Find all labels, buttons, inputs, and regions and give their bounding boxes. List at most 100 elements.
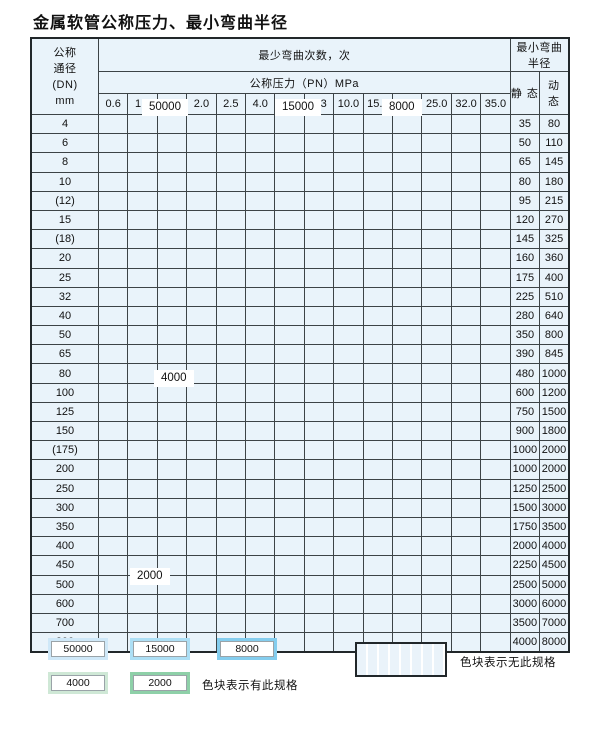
row-static-radius: 145: [509, 229, 541, 250]
cell-r3-c6: [274, 171, 305, 192]
cell-r14-c0: [97, 382, 129, 403]
table-row: 100 600 1200: [30, 382, 570, 403]
cell-r5-c6: [274, 209, 305, 231]
row-dynamic-radius: 1200: [539, 382, 570, 403]
table-row: 450 2250 4500: [30, 555, 570, 576]
cell-r24-c3: [186, 574, 217, 595]
row-dn-label: 200: [30, 459, 99, 480]
cell-r1-c12: [450, 133, 482, 154]
cell-r10-c7: [303, 305, 335, 327]
row-dn-label: 32: [30, 286, 99, 307]
cell-r27-c12: [450, 632, 482, 653]
row-static-radius: 225: [509, 286, 541, 307]
row-dn-label: 8: [30, 152, 99, 173]
cell-r18-c13: [480, 459, 511, 480]
row-dynamic-radius: 2500: [539, 478, 570, 499]
cell-r6-c1: [127, 229, 158, 250]
table-row: (12) 95 215: [30, 190, 570, 211]
cell-r22-c1: [127, 536, 158, 557]
cell-r19-c7: [303, 478, 335, 499]
cell-r10-c12: [450, 305, 482, 327]
cell-r19-c11: [421, 478, 452, 499]
cell-r1-c6: [274, 133, 305, 154]
row-static-radius: 160: [509, 248, 541, 269]
cell-r11-c4: [215, 325, 247, 346]
row-dynamic-radius: 510: [539, 286, 570, 307]
cell-r18-c0: [97, 459, 129, 480]
cell-r21-c8: [333, 516, 364, 538]
cell-r27-c13: [480, 632, 511, 653]
cell-r22-c13: [480, 536, 511, 557]
cell-r26-c2: [156, 612, 188, 634]
cell-r20-c1: [127, 497, 158, 518]
cell-r23-c3: [186, 555, 217, 576]
row-dn-label: 350: [30, 516, 99, 538]
cell-r7-c12: [450, 248, 482, 269]
cell-r25-c8: [333, 593, 364, 614]
cell-r0-c11: [421, 113, 452, 135]
row-dn-label: 100: [30, 382, 99, 403]
cell-r8-c5: [245, 267, 276, 288]
cell-r15-c13: [480, 401, 511, 423]
cell-r12-c11: [421, 344, 452, 365]
cell-r10-c8: [333, 305, 364, 327]
cell-r9-c5: [245, 286, 276, 307]
header-bend-count-group: 最少弯曲次数，次: [98, 37, 511, 72]
cell-r10-c13: [480, 305, 511, 327]
row-dynamic-radius: 6000: [539, 593, 570, 614]
cell-r10-c9: [362, 305, 394, 327]
table-row: 40 280 640: [30, 305, 570, 327]
table-row: 32 225 510: [30, 286, 570, 307]
legend-chip-15000: 15000: [133, 641, 187, 657]
spec-table-wrapper: 公称 通径 (DN) mm 最少弯曲次数，次 最小弯曲半径 公称压力（PN）MP…: [30, 37, 570, 654]
cell-r9-c9: [362, 286, 394, 307]
cell-r16-c8: [333, 420, 364, 442]
legend: 50000 15000 8000 4000 2000 色块表示有此规格 色块表示…: [30, 638, 570, 708]
row-dn-label: (175): [30, 440, 99, 461]
cell-r8-c11: [421, 267, 452, 288]
cell-r7-c13: [480, 248, 511, 269]
row-dynamic-radius: 1500: [539, 401, 570, 423]
cell-r20-c5: [245, 497, 276, 518]
cell-r5-c5: [245, 209, 276, 231]
cell-r16-c12: [450, 420, 482, 442]
row-dynamic-radius: 7000: [539, 612, 570, 634]
cell-r7-c11: [421, 248, 452, 269]
cell-r0-c1: [127, 113, 158, 135]
row-static-radius: 2250: [509, 555, 541, 576]
cell-r1-c2: [156, 133, 188, 154]
cell-r25-c7: [303, 593, 335, 614]
cell-r7-c9: [362, 248, 394, 269]
header-dn-line-1: 通径: [53, 62, 77, 75]
cell-r17-c0: [97, 440, 129, 461]
cell-r11-c7: [303, 325, 335, 346]
row-dn-label: 300: [30, 497, 99, 518]
cell-r16-c7: [303, 420, 335, 442]
row-static-radius: 80: [509, 171, 541, 192]
cell-r3-c7: [303, 171, 335, 192]
row-dn-label: 15: [30, 209, 99, 231]
cell-r10-c1: [127, 305, 158, 327]
cell-r1-c5: [245, 133, 276, 154]
cell-r2-c5: [245, 152, 276, 173]
cell-r9-c11: [421, 286, 452, 307]
cell-r19-c0: [97, 478, 129, 499]
cell-r21-c2: [156, 516, 188, 538]
cell-r8-c13: [480, 267, 511, 288]
cell-r7-c1: [127, 248, 158, 269]
cell-r3-c1: [127, 171, 158, 192]
cell-r26-c8: [333, 612, 364, 634]
cell-r15-c5: [245, 401, 276, 423]
cell-r26-c9: [362, 612, 394, 634]
cell-r1-c8: [333, 133, 364, 154]
cell-r6-c9: [362, 229, 394, 250]
cell-r20-c7: [303, 497, 335, 518]
cell-r14-c9: [362, 382, 394, 403]
cell-r1-c10: [392, 133, 423, 154]
cell-r23-c6: [274, 555, 305, 576]
cell-r18-c5: [245, 459, 276, 480]
cell-r24-c7: [303, 574, 335, 595]
cell-r6-c3: [186, 229, 217, 250]
cell-r10-c11: [421, 305, 452, 327]
cell-r24-c12: [450, 574, 482, 595]
